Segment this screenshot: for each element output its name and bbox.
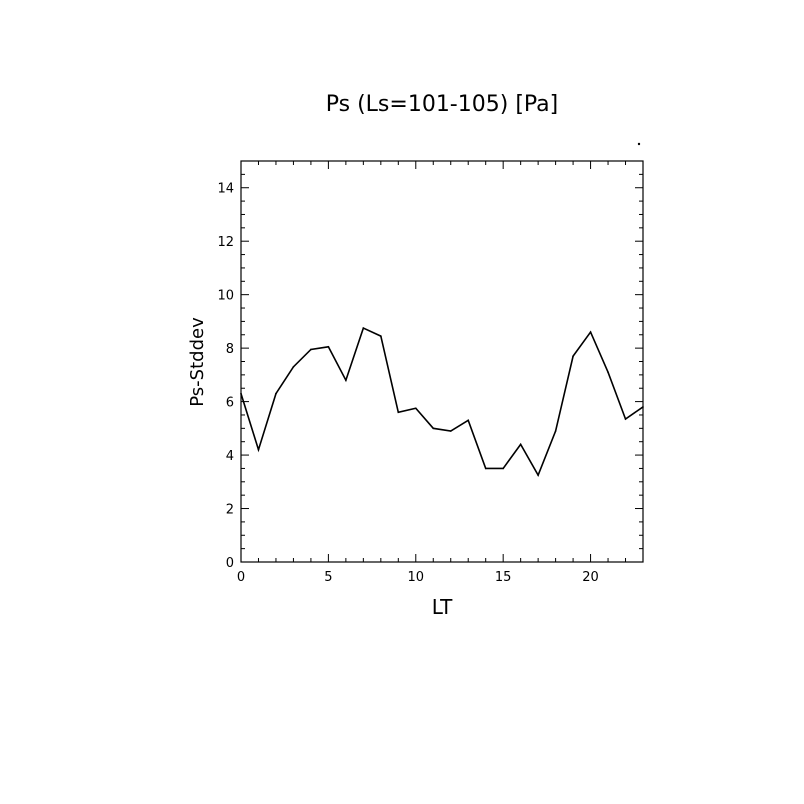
data-point (449, 430, 452, 432)
y-tick-label: 12 (217, 235, 234, 250)
y-axis-label: Ps-Stddev (187, 317, 208, 407)
data-point (310, 348, 312, 351)
data-point (397, 411, 400, 414)
y-tick-label: 6 (226, 396, 234, 411)
y-tick-label: 0 (226, 556, 234, 571)
x-tick-label: 20 (582, 570, 599, 585)
x-axis-label: LT (432, 595, 453, 619)
data-point (537, 474, 539, 476)
y-tick-label: 10 (217, 289, 234, 304)
y-tick-label: 8 (226, 342, 234, 357)
axis-ticks (240, 160, 644, 563)
data-point (502, 467, 504, 470)
data-point (589, 331, 592, 333)
data-point (607, 371, 609, 373)
data-point (414, 407, 417, 410)
data-point (642, 406, 644, 408)
data-point (362, 327, 365, 329)
data-point (275, 392, 277, 395)
data-point (345, 379, 347, 382)
data-point (380, 335, 382, 337)
x-tick-label: 15 (495, 570, 512, 585)
data-point (240, 392, 242, 395)
x-tick-label: 10 (408, 570, 425, 585)
chart-title: Ps (Ls=101-105) [Pa] (326, 92, 559, 117)
data-point (484, 467, 487, 470)
y-tick-label: 2 (226, 503, 234, 518)
data-point (292, 366, 295, 368)
data-point (554, 430, 557, 432)
data-point (624, 418, 627, 420)
data-point (519, 443, 522, 446)
corner-dot-mark (637, 142, 641, 146)
plot-area: 0 5 10 15 20 0 2 4 6 8 10 12 14 (217, 160, 644, 585)
x-tick-label: 0 (237, 570, 245, 585)
data-point (432, 427, 435, 430)
series-line (240, 326, 644, 477)
tick-labels: 0 5 10 15 20 0 2 4 6 8 10 12 14 (217, 182, 598, 585)
x-tick-label: 5 (324, 570, 332, 585)
data-point (467, 419, 470, 422)
data-lines (240, 326, 644, 477)
data-point (572, 355, 574, 357)
data-point (327, 345, 330, 348)
y-tick-label: 4 (226, 449, 234, 464)
data-point (257, 448, 260, 451)
y-tick-label: 14 (217, 182, 234, 197)
plot-frame (240, 160, 644, 563)
